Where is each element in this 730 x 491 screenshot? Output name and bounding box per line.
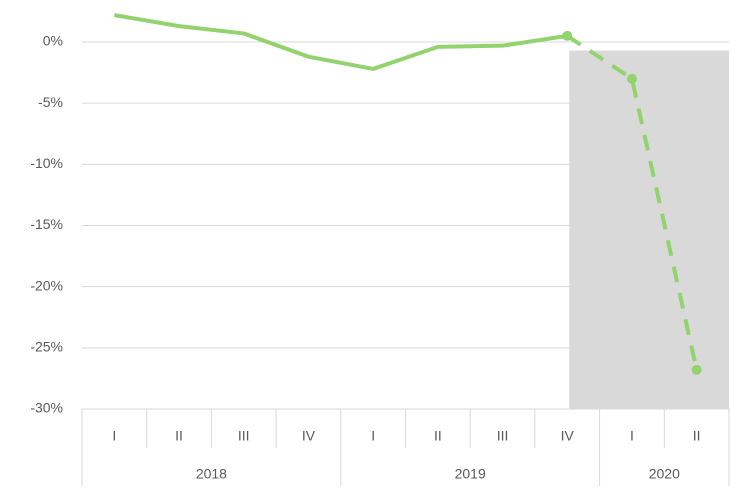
line-actual — [114, 13, 568, 71]
x-tick-label: II — [175, 428, 183, 444]
x-group-label: 2018 — [196, 466, 227, 482]
x-tick-label: II — [434, 428, 442, 444]
y-tick-label: -15% — [30, 216, 63, 232]
point — [626, 73, 637, 84]
y-tick-label: -20% — [30, 277, 63, 293]
x-tick-label: IV — [302, 428, 316, 444]
point — [562, 30, 573, 41]
x-tick-label: III — [497, 428, 509, 444]
x-tick-label: II — [693, 428, 701, 444]
y-tick-label: 0% — [43, 33, 63, 49]
y-tick-label: -10% — [30, 155, 63, 171]
y-tick-label: -5% — [38, 94, 63, 110]
x-tick-label: I — [112, 428, 116, 444]
x-tick-label: I — [630, 428, 634, 444]
x-group-label: 2020 — [649, 466, 680, 482]
x-group-label: 2019 — [455, 466, 486, 482]
y-tick-label: -30% — [30, 400, 63, 416]
point — [691, 364, 702, 375]
x-tick-label: I — [371, 428, 375, 444]
forecast-shade — [569, 50, 729, 409]
x-tick-label: IV — [561, 428, 575, 444]
y-tick-label: -25% — [30, 339, 63, 355]
line-forecast — [566, 34, 699, 371]
x-tick-label: III — [238, 428, 250, 444]
